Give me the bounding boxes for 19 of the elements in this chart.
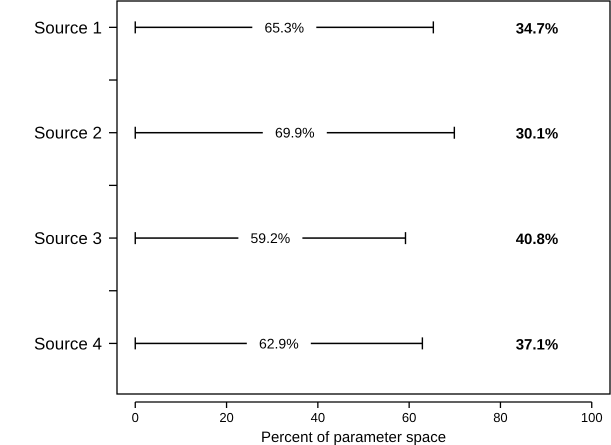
annotation: 40.8% xyxy=(516,231,558,248)
annotation: 30.1% xyxy=(516,126,558,143)
x-axis-title: Percent of parameter space xyxy=(260,429,446,445)
x-tick-label: 40 xyxy=(310,410,326,425)
data-label: 62.9% xyxy=(258,335,299,352)
annotation: 34.7% xyxy=(516,20,558,38)
x-tick-label: 60 xyxy=(402,410,416,425)
data-label: 69.9% xyxy=(274,124,315,141)
x-tick-label: 100 xyxy=(580,410,603,425)
x-tick-label: 0 xyxy=(132,410,139,425)
x-tick-label: 20 xyxy=(219,410,234,425)
y-tick-label: Source 2 xyxy=(34,124,102,143)
data-label: 59.2% xyxy=(250,230,290,246)
y-tick-label: Source 1 xyxy=(34,18,102,38)
data-label: 65.3% xyxy=(264,19,304,36)
y-tick-label: Source 4 xyxy=(34,334,102,354)
x-tick-label: 80 xyxy=(493,410,508,425)
annotation: 37.1% xyxy=(516,336,558,354)
y-tick-label: Source 3 xyxy=(34,229,102,248)
